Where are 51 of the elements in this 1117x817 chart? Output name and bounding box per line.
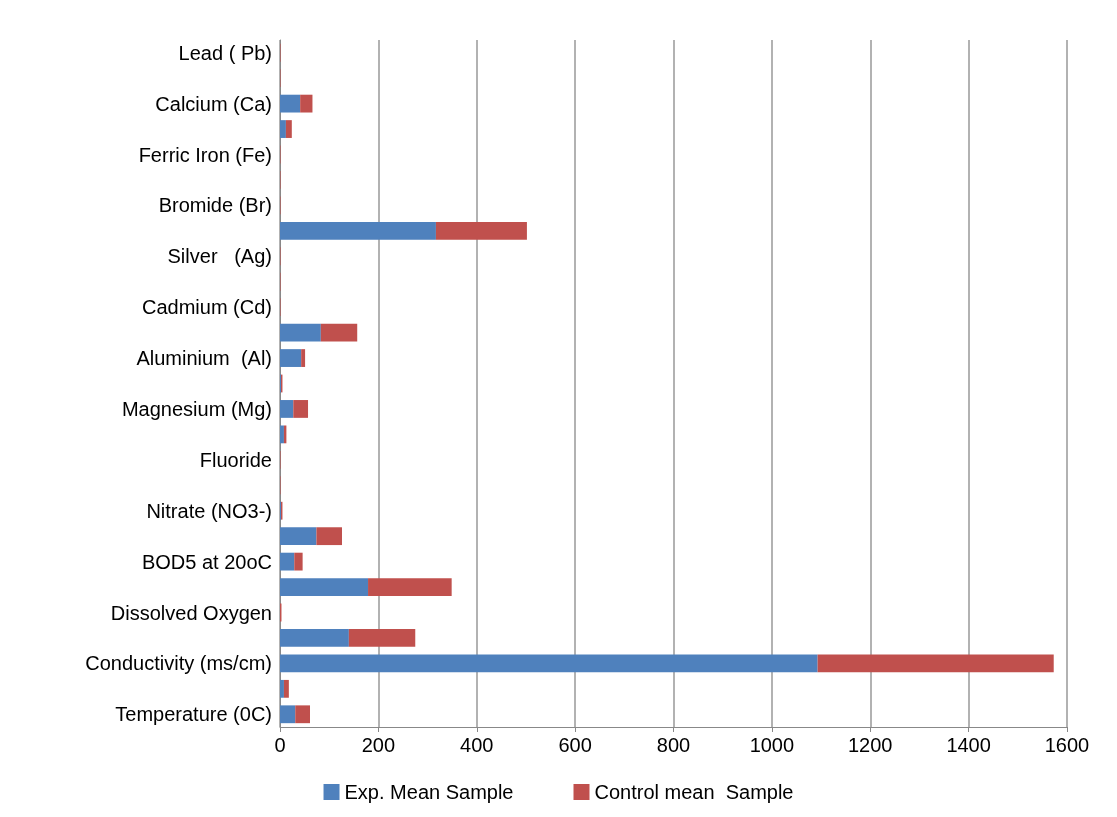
bar bbox=[280, 578, 369, 596]
x-tick-label: 400 bbox=[460, 734, 494, 756]
y-tick-label: Aluminium (Al) bbox=[136, 347, 272, 370]
x-tick-label: 1400 bbox=[946, 734, 991, 756]
bar bbox=[280, 400, 294, 418]
y-tick-label: Calcium (Ca) bbox=[155, 92, 272, 115]
y-tick-label: Magnesium (Mg) bbox=[121, 397, 272, 420]
bar bbox=[280, 120, 286, 138]
y-tick-label: Bromide (Br) bbox=[158, 194, 272, 217]
y-tick-label: Cadmium (Cd) bbox=[141, 296, 272, 319]
x-tick-label: 0 bbox=[274, 734, 286, 756]
bar bbox=[320, 323, 358, 342]
bar bbox=[300, 94, 313, 113]
bar bbox=[280, 527, 317, 546]
bar bbox=[435, 221, 527, 240]
bar bbox=[301, 349, 306, 367]
bar bbox=[280, 349, 302, 367]
bar bbox=[285, 120, 292, 138]
bar bbox=[280, 679, 284, 698]
y-tick-label: Temperature (0C) bbox=[115, 703, 272, 726]
x-tick-label: 1200 bbox=[848, 734, 893, 756]
bar bbox=[280, 94, 301, 113]
y-tick-label: Ferric Iron (Fe) bbox=[138, 143, 272, 166]
x-tick-label: 200 bbox=[361, 734, 396, 756]
bar bbox=[348, 629, 416, 647]
bar bbox=[283, 679, 289, 698]
legend-label: Control mean Sample bbox=[594, 781, 794, 803]
bar bbox=[368, 578, 452, 596]
bar bbox=[280, 552, 295, 571]
x-tick-label: 600 bbox=[558, 734, 592, 756]
x-tick-label: 800 bbox=[656, 734, 691, 756]
bar bbox=[293, 400, 309, 418]
bar bbox=[280, 629, 349, 647]
bar bbox=[295, 705, 310, 724]
bar bbox=[294, 552, 303, 571]
x-tick-label: 1600 bbox=[1044, 734, 1090, 756]
y-tick-label: Fluoride bbox=[199, 448, 272, 471]
y-tick-label: Lead ( Pb) bbox=[178, 41, 272, 64]
bar bbox=[316, 527, 342, 546]
bar bbox=[280, 705, 296, 724]
y-tick-label: BOD5 at 20oC bbox=[141, 550, 272, 573]
bar bbox=[280, 323, 321, 342]
y-tick-label: Nitrate (NO3-) bbox=[146, 499, 272, 522]
bar bbox=[817, 654, 1054, 673]
x-tick-label: 1000 bbox=[749, 734, 795, 756]
y-tick-label: Silver (Ag) bbox=[167, 245, 272, 268]
y-tick-label: Dissolved Oxygen bbox=[110, 601, 272, 624]
legend-label: Exp. Mean Sample bbox=[344, 781, 514, 803]
bar bbox=[280, 654, 818, 673]
y-tick-label: Conductivity (ms/cm) bbox=[85, 652, 272, 675]
bar bbox=[280, 221, 436, 240]
